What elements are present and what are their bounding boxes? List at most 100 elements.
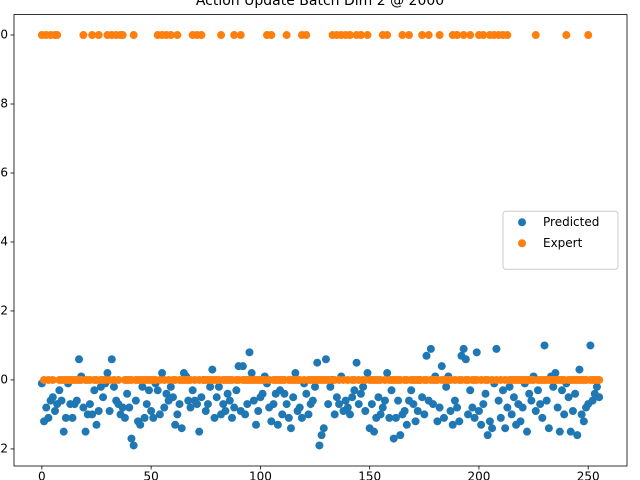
point [158, 369, 167, 378]
point [407, 386, 416, 395]
point [245, 348, 254, 357]
point [92, 420, 101, 429]
point [422, 351, 431, 360]
point [258, 389, 267, 398]
point [363, 369, 372, 378]
point [75, 355, 84, 364]
point [225, 396, 234, 405]
legend-marker [518, 218, 526, 227]
point [374, 393, 383, 402]
point [494, 396, 503, 405]
point [243, 400, 252, 409]
y-tick-label: 0.0 [0, 372, 8, 386]
point [418, 393, 427, 402]
x-tick-label: 0 [38, 470, 46, 480]
point [136, 420, 145, 429]
point [173, 410, 182, 419]
point [442, 382, 451, 391]
point [85, 400, 94, 409]
point [144, 386, 153, 395]
point [53, 31, 62, 40]
point [488, 424, 497, 433]
point [538, 413, 547, 422]
point [278, 410, 287, 419]
point [492, 344, 501, 353]
point [129, 441, 138, 450]
point [420, 410, 429, 419]
point [217, 31, 226, 40]
point [236, 31, 245, 40]
point [332, 393, 341, 402]
point [402, 420, 411, 429]
point [131, 396, 140, 405]
point [557, 386, 566, 395]
point [212, 393, 221, 402]
point [536, 400, 545, 409]
point [120, 413, 129, 422]
point [433, 417, 442, 426]
point [304, 410, 313, 419]
point [57, 396, 66, 405]
point [324, 400, 333, 409]
point [385, 413, 394, 422]
point [302, 31, 311, 40]
point [503, 403, 512, 412]
point [48, 393, 57, 402]
point [435, 403, 444, 412]
point [149, 413, 158, 422]
point [352, 358, 361, 367]
point [61, 413, 70, 422]
point [455, 417, 464, 426]
point [195, 427, 204, 436]
point [437, 362, 446, 371]
legend-marker [518, 239, 526, 248]
point [142, 400, 151, 409]
point [363, 31, 372, 40]
point [477, 420, 486, 429]
point [354, 400, 363, 409]
point [232, 386, 241, 395]
point [184, 396, 193, 405]
point [380, 396, 389, 405]
point [579, 417, 588, 426]
point [498, 386, 507, 395]
point [523, 427, 532, 436]
point [267, 417, 276, 426]
point [461, 355, 470, 364]
point [595, 375, 604, 384]
point [311, 382, 320, 391]
point [326, 382, 335, 391]
point [573, 431, 582, 440]
point [503, 31, 512, 40]
point [173, 31, 182, 40]
point [479, 31, 488, 40]
point [321, 355, 330, 364]
point [317, 431, 326, 440]
point [413, 406, 422, 415]
series [37, 341, 604, 450]
point [479, 400, 488, 409]
point [343, 403, 352, 412]
point [42, 403, 51, 412]
point [335, 400, 344, 409]
point [197, 393, 206, 402]
point [81, 427, 90, 436]
point [391, 413, 400, 422]
point [186, 403, 195, 412]
point [544, 424, 553, 433]
point [99, 393, 108, 402]
point [453, 403, 462, 412]
x-tick-label: 200 [467, 470, 490, 480]
point [389, 434, 398, 443]
point [429, 400, 438, 409]
point [319, 424, 328, 433]
point [114, 375, 123, 384]
point [72, 396, 81, 405]
point [175, 400, 184, 409]
point [533, 386, 542, 395]
point [588, 396, 597, 405]
point [575, 365, 584, 374]
point [376, 410, 385, 419]
point [252, 420, 261, 429]
